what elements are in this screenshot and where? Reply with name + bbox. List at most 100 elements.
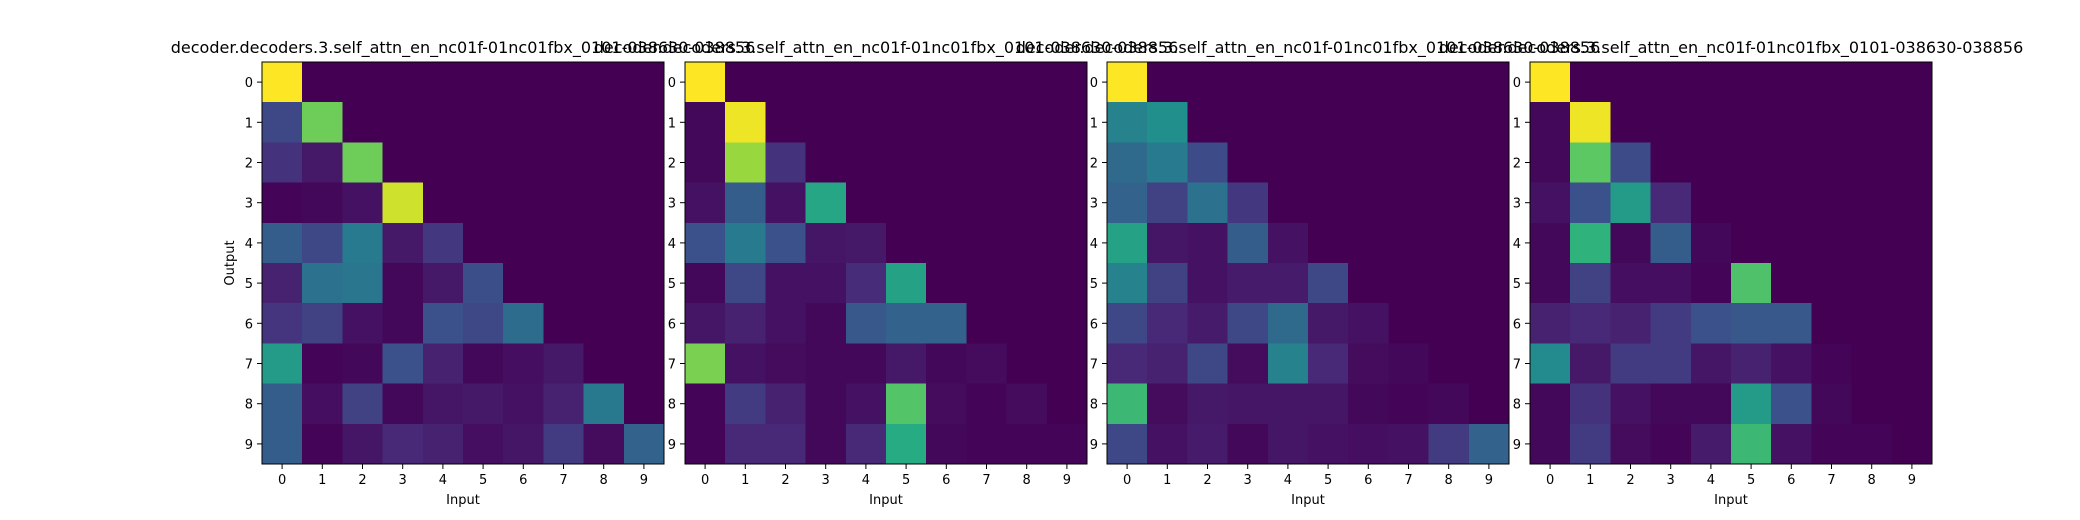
y-tick-label: 8 <box>1513 398 1521 413</box>
heatmap-cell <box>845 62 887 103</box>
heatmap-cell <box>1851 343 1893 385</box>
heatmap-cell <box>1650 182 1692 224</box>
y-tick-label: 5 <box>1090 277 1098 292</box>
heatmap-cell <box>463 182 504 224</box>
x-tick-label: 3 <box>399 473 407 488</box>
heatmap-cell <box>966 222 1008 264</box>
heatmap-cell <box>886 343 927 385</box>
heatmap-cell <box>543 303 585 344</box>
heatmap-cell <box>725 343 766 385</box>
heatmap-cell <box>1610 182 1652 224</box>
heatmap-panel-4: 0 1 2 3 4 5 6 7 8 9 0 1 2 3 4 5 6 7 8 9 Input decoder.decoder… <box>1439 38 2024 508</box>
heatmap-cell <box>1610 102 1652 143</box>
heatmap-cell <box>1891 263 1933 304</box>
heatmap-cell <box>1046 383 1088 425</box>
heatmap-cell <box>1428 62 1470 103</box>
heatmap-cell <box>1227 263 1269 304</box>
x-tick-label: 4 <box>1284 473 1292 488</box>
heatmap-cell <box>583 182 625 224</box>
heatmap-cell <box>623 142 665 184</box>
heatmap-cell <box>1187 303 1229 344</box>
heatmap-cell <box>1046 423 1088 465</box>
heatmap-cell <box>765 62 807 103</box>
heatmap-cell <box>765 102 807 143</box>
x-tick-label: 7 <box>982 473 990 488</box>
heatmap-cell <box>685 423 726 465</box>
heatmap-cell <box>382 142 424 184</box>
heatmap-cell <box>1851 102 1893 143</box>
heatmap-cell <box>1006 263 1048 304</box>
heatmap-cell <box>1891 222 1933 264</box>
heatmap-cell <box>463 303 504 344</box>
heatmap-cell <box>1690 222 1732 264</box>
heatmap-cell <box>1731 142 1772 184</box>
heatmap-cell <box>1468 102 1510 143</box>
heatmap-panel-1: 0 1 2 3 4 5 6 7 8 9 0 1 2 3 4 5 6 7 8 9 Input Output decoder.d… <box>171 38 756 508</box>
heatmap-cell <box>805 142 847 184</box>
x-tick-label: 9 <box>1063 473 1071 488</box>
heatmap-cell <box>1107 222 1148 264</box>
heatmap-cell <box>1468 142 1510 184</box>
heatmap-cell <box>1107 383 1148 425</box>
heatmap-cell <box>886 303 927 344</box>
heatmap-cell <box>886 263 927 304</box>
x-tick-label: 1 <box>1586 473 1594 488</box>
heatmap-cell <box>886 383 927 425</box>
heatmap-cell <box>1771 182 1812 224</box>
x-tick-label: 0 <box>1123 473 1131 488</box>
heatmap-cell <box>1227 383 1269 425</box>
y-tick-label: 0 <box>245 76 253 91</box>
heatmap-cell <box>302 222 343 264</box>
heatmap-cell <box>725 263 766 304</box>
heatmap-cell <box>926 303 967 344</box>
heatmap-cell <box>1388 142 1430 184</box>
heatmap-cell <box>543 343 585 385</box>
heatmap-cell <box>382 423 424 465</box>
heatmap-cell <box>1107 102 1148 143</box>
heatmap-cell <box>543 222 585 264</box>
heatmap-cell <box>1468 383 1510 425</box>
heatmap-cell <box>1570 303 1611 344</box>
heatmap-cell <box>583 142 625 184</box>
heatmap-cell <box>845 383 887 425</box>
heatmap-cell <box>422 222 464 264</box>
x-axis-label: Input <box>869 493 903 508</box>
heatmap-cell <box>422 343 464 385</box>
heatmap-cell <box>1811 62 1853 103</box>
heatmap-cell <box>1147 62 1188 103</box>
heatmap-cell <box>926 423 967 465</box>
heatmap-cell <box>1610 142 1652 184</box>
heatmap-cell <box>1428 222 1470 264</box>
heatmap-cell <box>1147 222 1188 264</box>
heatmap-cell <box>966 142 1008 184</box>
heatmap-cell <box>382 343 424 385</box>
heatmap-cell <box>1650 62 1692 103</box>
heatmap-cell <box>845 263 887 304</box>
x-tick-label: 9 <box>1485 473 1493 488</box>
heatmap-cell <box>725 102 766 143</box>
heatmap-cell <box>543 142 585 184</box>
y-tick-label: 8 <box>245 398 253 413</box>
heatmap-cell <box>685 263 726 304</box>
heatmap-panel-3: 0 1 2 3 4 5 6 7 8 9 0 1 2 3 4 5 6 7 8 9 Input decoder.decoder… <box>1016 38 1601 508</box>
heatmap-cell <box>1046 303 1088 344</box>
heatmap-cell <box>503 142 544 184</box>
heatmap-cell <box>422 423 464 465</box>
heatmap-cell <box>725 222 766 264</box>
heatmap-cell <box>1267 102 1309 143</box>
heatmap-cell <box>1891 383 1933 425</box>
heatmap-cell <box>1530 383 1571 425</box>
y-tick-label: 6 <box>1513 317 1521 332</box>
heatmap-cell <box>1107 263 1148 304</box>
x-tick-label: 0 <box>278 473 286 488</box>
heatmap-cell <box>845 303 887 344</box>
heatmap-cell <box>1530 343 1571 385</box>
heatmap-cell <box>382 383 424 425</box>
heatmap-cell <box>1187 222 1229 264</box>
heatmap-cell <box>765 263 807 304</box>
x-tick-label: 1 <box>741 473 749 488</box>
x-tick-label: 8 <box>600 473 608 488</box>
heatmap-cell <box>422 263 464 304</box>
heatmap-cell <box>765 423 807 465</box>
heatmap-cell <box>302 343 343 385</box>
